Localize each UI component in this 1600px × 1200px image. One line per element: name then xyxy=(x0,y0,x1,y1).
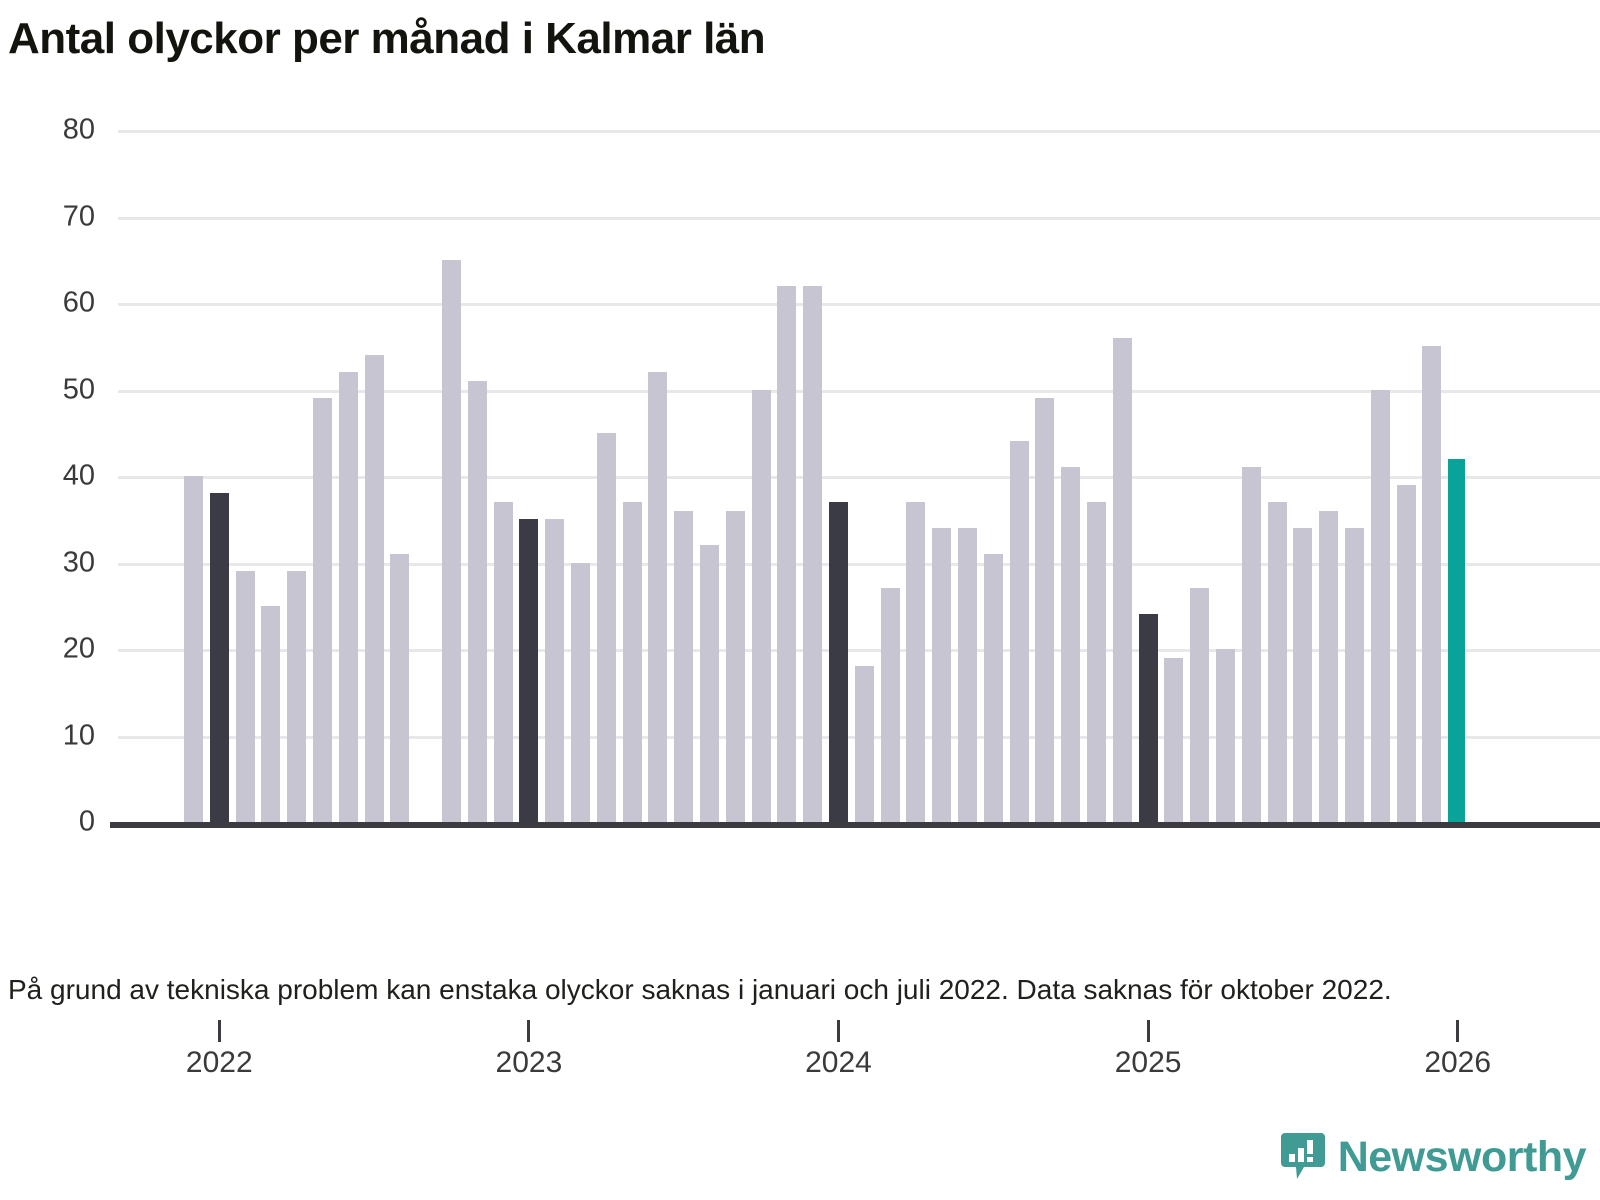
bar[interactable] xyxy=(184,476,203,822)
bar[interactable] xyxy=(1448,458,1466,822)
bar[interactable] xyxy=(467,380,487,822)
bar[interactable] xyxy=(364,354,384,822)
x-axis-ticks: 2022 2023 2024 2025 2026 xyxy=(0,1020,1600,1080)
bar[interactable] xyxy=(854,666,874,822)
y-axis-tick-label: 80 xyxy=(62,113,95,146)
x-axis-tick xyxy=(1146,1020,1150,1042)
bar-chart-bubble-icon xyxy=(1280,1132,1326,1182)
bar[interactable] xyxy=(829,501,848,822)
bar[interactable] xyxy=(1345,527,1364,822)
bar[interactable] xyxy=(1267,501,1287,822)
bar[interactable] xyxy=(313,398,332,822)
gridline xyxy=(118,303,1600,306)
bar[interactable] xyxy=(958,527,977,822)
bar[interactable] xyxy=(1112,337,1132,822)
gridline xyxy=(118,562,1600,566)
bar[interactable] xyxy=(442,259,461,822)
gridline xyxy=(118,216,1600,220)
newsworthy-logo: Newsworthy xyxy=(1280,1132,1587,1182)
gridline xyxy=(118,476,1600,479)
bar[interactable] xyxy=(338,372,358,822)
bar[interactable] xyxy=(1241,467,1261,822)
y-axis-tick-label: 40 xyxy=(62,459,95,492)
bar[interactable] xyxy=(622,501,642,822)
x-axis-tick xyxy=(217,1020,221,1042)
plot-area: 0 10 20 30 40 50 60 70 80 2022 2023 2024 2025 2026 xyxy=(0,114,1600,1079)
bar[interactable] xyxy=(390,553,410,822)
x-axis-tick-label: 2022 xyxy=(185,1046,253,1079)
bar[interactable] xyxy=(906,501,926,822)
y-axis-tick-label: 10 xyxy=(62,719,95,751)
y-axis-tick-label: 20 xyxy=(62,632,95,665)
x-axis-tick-label: 2026 xyxy=(1424,1046,1492,1079)
bar[interactable] xyxy=(777,285,797,822)
y-axis-tick-label: 60 xyxy=(62,286,95,319)
y-axis-tick-label: 30 xyxy=(62,546,95,578)
bar[interactable] xyxy=(1190,588,1210,822)
bar[interactable] xyxy=(880,588,900,822)
y-axis-tick-label: 0 xyxy=(78,805,95,838)
x-axis-tick-label: 2023 xyxy=(495,1046,563,1079)
y-axis-tick-label: 50 xyxy=(62,373,95,405)
bar[interactable] xyxy=(287,571,307,822)
bar[interactable] xyxy=(1061,467,1081,822)
bar[interactable] xyxy=(261,605,281,822)
bar[interactable] xyxy=(1035,398,1055,822)
x-axis-tick-label: 2024 xyxy=(805,1046,872,1079)
chart-footnote: På grund av tekniska problem kan enstaka… xyxy=(8,974,1392,1005)
bar[interactable] xyxy=(932,527,952,822)
bar[interactable] xyxy=(983,553,1003,822)
bar[interactable] xyxy=(1319,510,1339,822)
y-axis-tick-label: 70 xyxy=(62,200,95,232)
x-axis-tick-label: 2025 xyxy=(1114,1046,1182,1079)
bar[interactable] xyxy=(1396,484,1416,822)
x-axis-tick xyxy=(1456,1020,1460,1042)
page-title: Antal olyckor per månad i Kalmar län xyxy=(8,14,766,63)
x-axis-tick xyxy=(527,1020,531,1042)
bar[interactable] xyxy=(1087,501,1106,822)
bar[interactable] xyxy=(1216,649,1235,822)
bar[interactable] xyxy=(674,510,694,822)
bar[interactable] xyxy=(235,571,255,822)
bar[interactable] xyxy=(803,285,823,822)
bar[interactable] xyxy=(700,545,719,822)
bar[interactable] xyxy=(493,501,513,822)
bar[interactable] xyxy=(1009,441,1029,822)
gridline xyxy=(118,389,1600,393)
gridline xyxy=(118,130,1600,133)
logo-wordmark: Newsworthy xyxy=(1337,1132,1587,1181)
bar[interactable] xyxy=(725,510,745,822)
bar[interactable] xyxy=(1422,346,1442,822)
bar[interactable] xyxy=(571,562,590,822)
bar[interactable] xyxy=(648,372,668,822)
bars-layer xyxy=(0,130,1600,822)
bar[interactable] xyxy=(1138,614,1158,822)
bar[interactable] xyxy=(1293,527,1313,822)
bar[interactable] xyxy=(1370,389,1390,822)
x-axis-tick xyxy=(837,1020,840,1042)
bar[interactable] xyxy=(519,519,539,822)
bar[interactable] xyxy=(209,493,229,822)
bar[interactable] xyxy=(545,519,565,822)
gridline xyxy=(118,649,1600,652)
x-axis-line xyxy=(110,822,1600,828)
bar[interactable] xyxy=(1164,657,1184,822)
bar[interactable] xyxy=(596,432,616,822)
bar[interactable] xyxy=(751,389,771,822)
